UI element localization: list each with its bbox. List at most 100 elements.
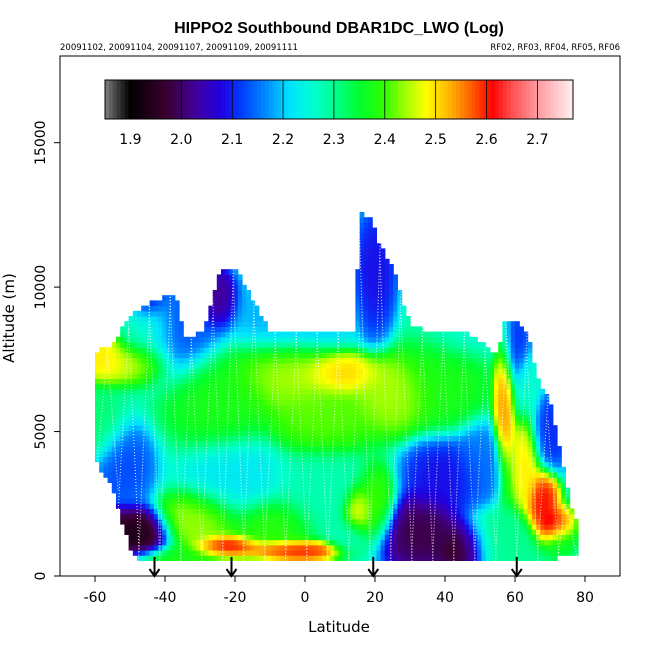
heatmap-cell [326,539,331,546]
heatmap-cell [208,544,214,551]
heatmap-cell [393,534,398,541]
heatmap-cell [250,425,256,431]
heatmap-cell [342,534,348,541]
heatmap-cell [363,357,369,364]
heatmap-cell [342,352,348,359]
heatmap-cell [174,362,180,369]
heatmap-cell [296,342,302,348]
heatmap-cell [250,487,256,494]
heatmap-cell [216,316,222,322]
heatmap-cell [536,399,541,405]
heatmap-cell [191,466,197,473]
heatmap-cell [212,544,218,551]
heatmap-cell [515,409,520,416]
heatmap-cell [212,383,218,390]
heatmap-cell [536,409,541,416]
heatmap-cell [242,503,247,509]
heatmap-cell [183,430,188,437]
heatmap-cell [279,357,285,364]
heatmap-cell [347,409,352,416]
heatmap-cell [141,508,146,515]
heatmap-cell [120,435,125,442]
heatmap-cell [481,508,487,515]
heatmap-cell [351,388,356,395]
heatmap-cell [515,414,520,421]
heatmap-cell [179,383,184,390]
heatmap-cell [489,435,495,442]
heatmap-cell [464,477,470,483]
heatmap-cell [225,472,230,478]
heatmap-cell [540,394,545,400]
heatmap-cell [326,368,331,374]
heatmap-cell [389,290,394,296]
heatmap-cell [510,435,516,442]
heatmap-cell [389,461,394,468]
heatmap-cell [464,503,470,509]
heatmap-cell [527,518,533,525]
heatmap-cell [363,539,369,546]
heatmap-cell [149,544,155,551]
heatmap-cell [418,446,424,452]
heatmap-cell [263,446,268,452]
heatmap-cell [393,274,398,281]
heatmap-cell [477,472,482,478]
heatmap-cell [99,378,104,385]
heatmap-cell [254,492,260,499]
heatmap-cell [347,404,352,411]
heatmap-cell [132,446,138,452]
heatmap-cell [153,316,159,322]
heatmap-cell [275,487,281,494]
heatmap-cell [338,534,344,541]
heatmap-cell [309,466,314,473]
heatmap-cell [237,409,243,416]
heatmap-cell [447,362,453,369]
heatmap-cell [132,342,138,348]
heatmap-cell [477,555,482,561]
heatmap-cell [309,368,314,374]
heatmap-cell [435,482,440,489]
heatmap-cell [405,316,411,322]
heatmap-cell [380,300,386,307]
heatmap-cell [342,539,348,546]
heatmap-cell [410,472,415,478]
heatmap-cell [258,534,264,541]
heatmap-cell [212,487,218,494]
heatmap-cell [439,477,445,483]
heatmap-cell [519,368,524,374]
heatmap-cell [300,503,306,509]
heatmap-cell [179,518,184,525]
heatmap-cell [221,404,226,411]
heatmap-cell [431,357,436,364]
heatmap-cell [330,378,335,385]
heatmap-cell [368,539,373,546]
heatmap-cell [502,326,508,333]
heatmap-cell [363,347,369,353]
heatmap-cell [527,513,533,520]
heatmap-cell [376,420,382,426]
heatmap-cell [279,555,285,561]
heatmap-cell [359,347,365,353]
heatmap-cell [216,284,222,291]
heatmap-cell [494,394,499,400]
heatmap-cell [141,534,146,541]
heatmap-cell [519,477,524,483]
heatmap-cell [401,555,407,561]
heatmap-cell [149,440,155,447]
heatmap-cell [338,362,344,369]
heatmap-cell [99,420,104,426]
heatmap-cell [338,472,344,478]
heatmap-cell [523,534,529,541]
heatmap-cell [225,451,230,457]
heatmap-cell [174,529,180,535]
heatmap-cell [275,544,281,551]
heatmap-cell [456,368,461,374]
heatmap-cell [313,446,319,452]
heatmap-cell [216,290,222,296]
heatmap-cell [456,529,461,535]
heatmap-cell [321,425,327,431]
heatmap-cell [187,461,193,468]
heatmap-cell [368,217,373,223]
heatmap-cell [531,555,537,561]
heatmap-cell [141,394,146,400]
heatmap-cell [292,477,298,483]
